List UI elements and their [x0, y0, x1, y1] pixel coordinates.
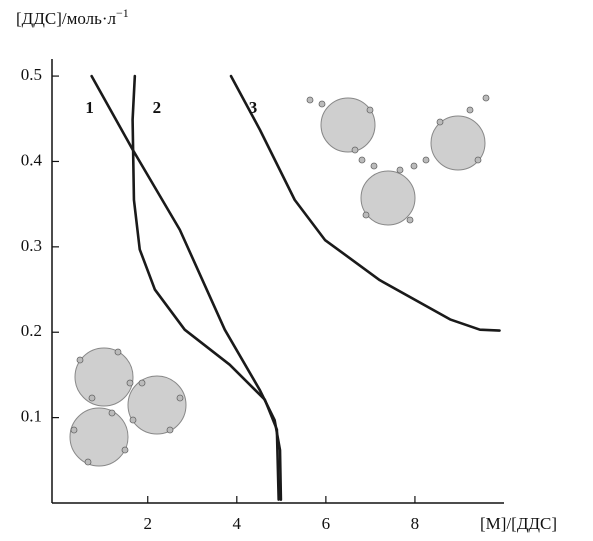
x-tick-label: 8 [411, 514, 420, 533]
y-tick-label: 0.1 [21, 407, 42, 426]
micelle-illustration [69, 94, 490, 467]
x-axis-label: [M]/[ДДС] [480, 514, 557, 533]
series-label: 3 [249, 98, 258, 117]
y-tick-label: 0.2 [21, 321, 42, 340]
y-tick-label: 0.4 [21, 150, 43, 169]
y-tick-label: 0.5 [21, 65, 42, 84]
y-tick-label: 0.3 [21, 236, 42, 255]
y-axis-label: [ДДС]/моль·л−1 [16, 6, 129, 28]
curve [90, 74, 283, 501]
series-label: 2 [153, 98, 162, 117]
x-tick-label: 6 [322, 514, 331, 533]
x-tick-label: 4 [233, 514, 242, 533]
curve [131, 74, 280, 501]
x-tick-label: 2 [143, 514, 152, 533]
series-label: 1 [85, 98, 94, 117]
curve [229, 74, 501, 332]
